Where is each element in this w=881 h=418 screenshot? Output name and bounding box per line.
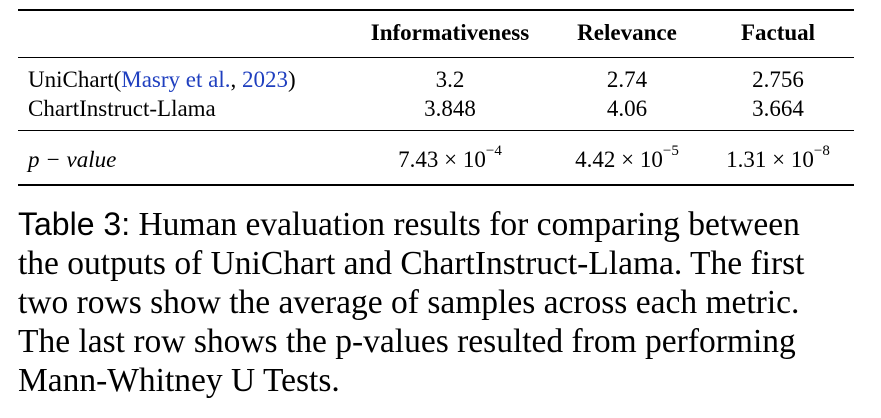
label-text: , — [230, 67, 242, 92]
header-cell: Relevance — [577, 20, 677, 45]
pvalue-exp: −5 — [662, 143, 679, 159]
row-label: UniChart(Masry et al., 2023) — [28, 67, 296, 93]
mid-rule — [18, 57, 854, 58]
caption-line: the outputs of UniChart and ChartInstruc… — [18, 245, 805, 282]
mid-rule — [18, 130, 854, 131]
top-rule — [18, 9, 854, 11]
cell: 3.2 — [435, 67, 465, 92]
label-text: ) — [287, 67, 296, 92]
cell: 3.848 — [424, 96, 476, 121]
pvalue-exp: −4 — [485, 143, 502, 159]
pvalue-base: 4.42 × 10 — [575, 147, 663, 172]
cell: 4.06 — [606, 96, 648, 121]
cell: 3.664 — [752, 96, 804, 121]
bottom-rule — [18, 184, 854, 186]
caption-line: The last row shows the p-values resulted… — [18, 323, 796, 360]
citation-link[interactable]: 2023 — [241, 67, 288, 92]
header-cell: Factual — [740, 20, 816, 45]
caption-text: Human evaluation results for comparing b… — [138, 206, 800, 243]
pvalue-base: 1.31 × 10 — [726, 147, 814, 172]
cell: 7.43 × 10−4 — [398, 143, 502, 173]
cell: 4.42 × 10−5 — [575, 143, 679, 173]
caption-line: two rows show the average of samples acr… — [18, 284, 800, 321]
citation-link[interactable]: Masry et al. — [121, 67, 231, 92]
label-text: UniChart( — [28, 67, 122, 92]
header-cell: Informativeness — [370, 20, 530, 45]
caption-line: Mann-Whitney U Tests. — [18, 362, 340, 399]
cell: 2.756 — [752, 67, 804, 92]
row-label: ChartInstruct-Llama — [28, 96, 216, 121]
pvalue-base: 7.43 × 10 — [398, 147, 486, 172]
row-label: p − value — [28, 147, 117, 172]
caption-line: Table 3: Human evaluation results for co… — [18, 206, 800, 244]
cell: 2.74 — [606, 67, 648, 92]
pvalue-exp: −8 — [813, 143, 830, 159]
caption-label: Table 3: — [18, 206, 131, 242]
cell: 1.31 × 10−8 — [726, 143, 830, 173]
